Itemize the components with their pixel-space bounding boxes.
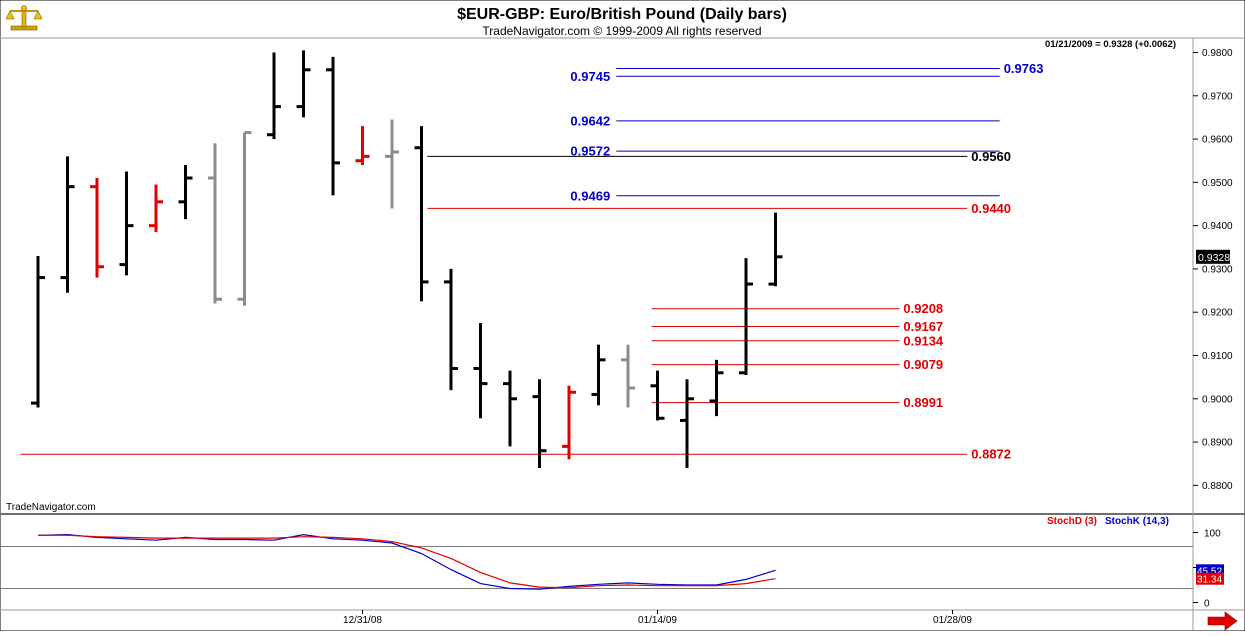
watermark-text: TradeNavigator.com (6, 502, 96, 513)
date-tick-label: 01/28/09 (933, 615, 972, 626)
level-label: 0.9469 (570, 188, 610, 203)
stochd-value-label: 31.34 (1197, 575, 1222, 586)
date-axis: 12/31/08 01/14/09 01/28/09 (343, 610, 972, 626)
price-readout: 01/21/2009 = 0.9328 (+0.0062) (1045, 39, 1176, 50)
price-tick-label: 0.9200 (1202, 308, 1233, 319)
price-tick-label: 0.9300 (1202, 264, 1233, 275)
legend-stochd: StochD (3) (1047, 516, 1097, 527)
legend-stochk: StochK (14,3) (1105, 516, 1169, 527)
level-label: 0.9560 (971, 149, 1011, 164)
stochk-value-label: 45.52 (1197, 566, 1222, 577)
gold-scales-icon (5, 5, 43, 31)
copyright-text: TradeNavigator.com © 1999-2009 All right… (482, 24, 761, 38)
price-tick-label: 0.9000 (1202, 394, 1233, 405)
level-label: 0.9440 (971, 201, 1011, 216)
level-label: 0.9208 (903, 301, 943, 316)
stoch-tick-label: 0 (1204, 599, 1210, 610)
price-axis: 0.9800 0.9700 0.9600 0.9500 0.9400 0.9300 0.92… (1193, 48, 1233, 492)
ohlc-bars: 0.9328 (31, 50, 1230, 469)
level-label: 0.9763 (1004, 61, 1044, 76)
price-tick-label: 0.9600 (1202, 135, 1233, 146)
level-label: 0.9642 (570, 113, 610, 128)
level-label: 0.8872 (971, 447, 1011, 462)
red-arrow-right-icon[interactable] (1207, 611, 1238, 631)
level-label: 0.9745 (570, 69, 610, 84)
chart-title: $EUR-GBP: Euro/British Pound (Daily bars… (457, 6, 787, 23)
level-label: 0.9134 (903, 333, 944, 348)
date-tick-label: 01/14/09 (638, 615, 677, 626)
level-label: 0.8991 (903, 395, 943, 410)
level-label: 0.9079 (903, 357, 943, 372)
price-tick-label: 0.9100 (1202, 351, 1233, 362)
price-tick-label: 0.9500 (1202, 178, 1233, 189)
stochd-value-box (1196, 572, 1224, 585)
level-lines: 0.9763 0.9745 0.9642 0.9572 0.9560 0.9469 0.94… (20, 61, 1043, 462)
level-label: 0.9572 (570, 144, 610, 159)
price-tick-label: 0.8800 (1202, 481, 1233, 492)
stoch-tick-label: 100 (1204, 529, 1221, 540)
date-tick-label: 12/31/08 (343, 615, 382, 626)
price-tick-label: 0.8900 (1202, 438, 1233, 449)
stochk-line (37, 533, 776, 590)
last-price-label: 0.9328 (1198, 252, 1230, 264)
price-tick-label: 0.9400 (1202, 221, 1233, 232)
last-price-box (1196, 249, 1230, 264)
level-label: 0.9167 (903, 319, 943, 334)
price-tick-label: 0.9800 (1202, 48, 1233, 59)
price-tick-label: 0.9700 (1202, 91, 1233, 102)
stochd-line (38, 534, 776, 589)
